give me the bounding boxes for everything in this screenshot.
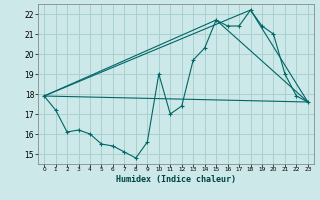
X-axis label: Humidex (Indice chaleur): Humidex (Indice chaleur) — [116, 175, 236, 184]
